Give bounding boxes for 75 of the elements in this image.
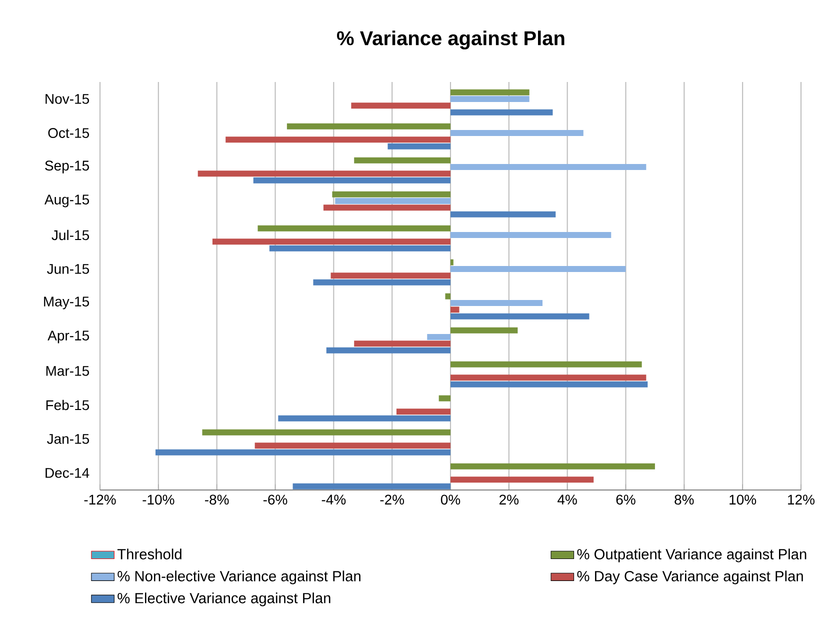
legend-label: % Outpatient Variance against Plan — [577, 548, 806, 562]
bar — [450, 361, 642, 368]
bar — [450, 211, 556, 218]
x-tick-label: 10% — [730, 494, 756, 505]
bar — [396, 408, 450, 415]
bar — [450, 374, 646, 381]
bar — [450, 109, 553, 116]
bar — [450, 300, 543, 306]
x-tick-label: -6% — [263, 494, 288, 505]
y-tick-label: Oct-15 — [48, 128, 90, 138]
bar — [330, 272, 450, 279]
x-tick-label: 2% — [500, 494, 519, 505]
bar — [198, 170, 450, 177]
x-tick-label: -10% — [142, 494, 174, 505]
bar — [450, 463, 655, 470]
bar — [212, 238, 450, 245]
bar — [335, 198, 450, 204]
bar — [258, 225, 450, 232]
bar — [254, 442, 450, 449]
y-tick-label: Sep-15 — [45, 160, 90, 174]
bar — [156, 449, 450, 456]
y-tick-label: Jan-15 — [47, 434, 90, 444]
x-tick-label: -12% — [84, 494, 116, 505]
bar — [450, 232, 612, 238]
bar — [226, 136, 450, 143]
x-tick-label: 0% — [440, 494, 460, 505]
bar — [450, 306, 460, 313]
bar — [438, 395, 450, 402]
bar — [450, 476, 594, 483]
chart-title: % Variance against Plan — [337, 30, 564, 50]
x-tick-label: -2% — [380, 494, 404, 505]
bar — [450, 130, 584, 136]
y-tick-label: Nov-15 — [46, 94, 90, 104]
y-tick-label: Apr-15 — [48, 330, 90, 344]
legend-label: % Non-elective Variance against Plan — [118, 570, 360, 584]
bar — [354, 340, 450, 347]
bar — [202, 429, 450, 436]
x-tick-label: 12% — [788, 494, 814, 505]
bar — [427, 334, 450, 340]
bar — [351, 102, 450, 109]
bar — [450, 164, 646, 170]
x-tick-label: 4% — [558, 494, 577, 504]
bar — [354, 157, 450, 164]
legend-label: % Day Case Variance against Plan — [577, 570, 803, 584]
bar — [326, 347, 450, 354]
legend-label: Threshold — [117, 548, 182, 560]
x-tick-label: -8% — [205, 494, 229, 505]
legend-label: % Elective Variance against Plan — [118, 592, 330, 606]
x-tick-label: 6% — [616, 494, 636, 505]
y-tick-label: Aug-15 — [44, 194, 90, 208]
bar — [253, 177, 450, 184]
x-tick-label: -4% — [322, 494, 346, 504]
bar — [450, 259, 454, 266]
bar — [292, 483, 450, 490]
bar — [450, 89, 530, 96]
y-tick-label: Mar-15 — [46, 366, 90, 376]
bar — [332, 191, 450, 198]
x-tick-label: 8% — [674, 494, 694, 505]
bar — [450, 327, 518, 334]
bar — [450, 266, 626, 272]
bar — [269, 245, 450, 252]
bar — [450, 96, 530, 102]
y-tick-label: Dec-14 — [46, 468, 90, 478]
bar — [388, 143, 450, 150]
y-tick-label: May-15 — [44, 296, 90, 310]
bar — [313, 279, 450, 286]
y-tick-label: Feb-15 — [46, 400, 90, 410]
bar — [278, 415, 450, 422]
bar — [450, 381, 648, 388]
bar — [450, 313, 590, 320]
bar — [323, 204, 450, 211]
bar — [445, 293, 450, 300]
y-tick-label: Jul-15 — [52, 230, 90, 240]
y-tick-label: Jun-15 — [47, 264, 90, 274]
bar — [286, 123, 450, 130]
